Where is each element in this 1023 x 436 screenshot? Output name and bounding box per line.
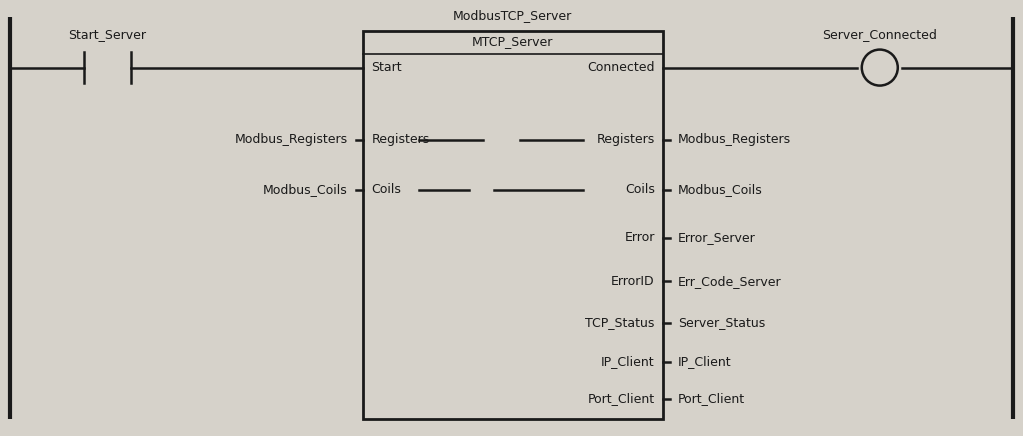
Text: Coils: Coils [625, 183, 655, 196]
Text: Server_Status: Server_Status [678, 316, 765, 329]
Text: Modbus_Registers: Modbus_Registers [678, 133, 792, 146]
Text: MTCP_Server: MTCP_Server [472, 35, 553, 48]
Text: Registers: Registers [371, 133, 430, 146]
Text: Start: Start [371, 61, 402, 74]
Ellipse shape [861, 50, 898, 85]
Bar [363, 31, 663, 419]
Text: Start_Server: Start_Server [69, 28, 146, 41]
Text: Server_Connected: Server_Connected [822, 28, 937, 41]
Text: Port_Client: Port_Client [678, 392, 746, 405]
Text: Err_Code_Server: Err_Code_Server [678, 275, 782, 288]
Text: ErrorID: ErrorID [611, 275, 655, 288]
Text: TCP_Status: TCP_Status [585, 316, 655, 329]
Text: Error_Server: Error_Server [678, 231, 756, 244]
Text: Port_Client: Port_Client [587, 392, 655, 405]
Text: Modbus_Registers: Modbus_Registers [234, 133, 348, 146]
Text: IP_Client: IP_Client [678, 355, 731, 368]
Text: Modbus_Coils: Modbus_Coils [678, 183, 763, 196]
Text: Coils: Coils [371, 183, 401, 196]
Text: Connected: Connected [587, 61, 655, 74]
Text: IP_Client: IP_Client [602, 355, 655, 368]
Text: ModbusTCP_Server: ModbusTCP_Server [453, 9, 572, 22]
Text: Modbus_Coils: Modbus_Coils [263, 183, 348, 196]
Text: Error: Error [624, 231, 655, 244]
Text: Registers: Registers [596, 133, 655, 146]
